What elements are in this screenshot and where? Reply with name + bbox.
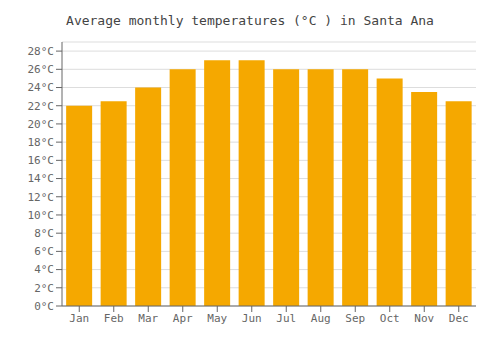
svg-text:Mar: Mar [138,312,158,325]
svg-text:Jul: Jul [276,312,296,325]
html-text:Average monthly temperatures (: Average monthly temperatures (°C ) in Sa… [66,13,434,28]
svg-text:Apr: Apr [173,312,193,325]
svg-text:0°C: 0°C [34,300,54,313]
svg-text:Dec: Dec [449,312,469,325]
svg-text:Aug: Aug [311,312,331,325]
svg-text:20°C: 20°C [28,118,55,131]
svg-text:16°C: 16°C [28,154,55,167]
svg-text:May: May [207,312,227,325]
svg-text:24°C: 24°C [28,81,55,94]
svg-text:2°C: 2°C [34,282,54,295]
svg-text:8°C: 8°C [34,227,54,240]
svg-text:Nov: Nov [414,312,434,325]
svg-text:26°C: 26°C [28,63,55,76]
svg-text:Sep: Sep [345,312,365,325]
svg-text:Jan: Jan [69,312,89,325]
svg-text:Feb: Feb [104,312,124,325]
svg-text:6°C: 6°C [34,245,54,258]
svg-text:Oct: Oct [380,312,400,325]
svg-text:12°C: 12°C [28,191,55,204]
svg-text:10°C: 10°C [28,209,55,222]
svg-text:Jun: Jun [242,312,262,325]
svg-text:4°C: 4°C [34,263,54,276]
svg-text:18°C: 18°C [28,136,55,149]
svg-text:14°C: 14°C [28,172,55,185]
svg-text:22°C: 22°C [28,100,55,113]
svg-text:28°C: 28°C [28,45,55,58]
